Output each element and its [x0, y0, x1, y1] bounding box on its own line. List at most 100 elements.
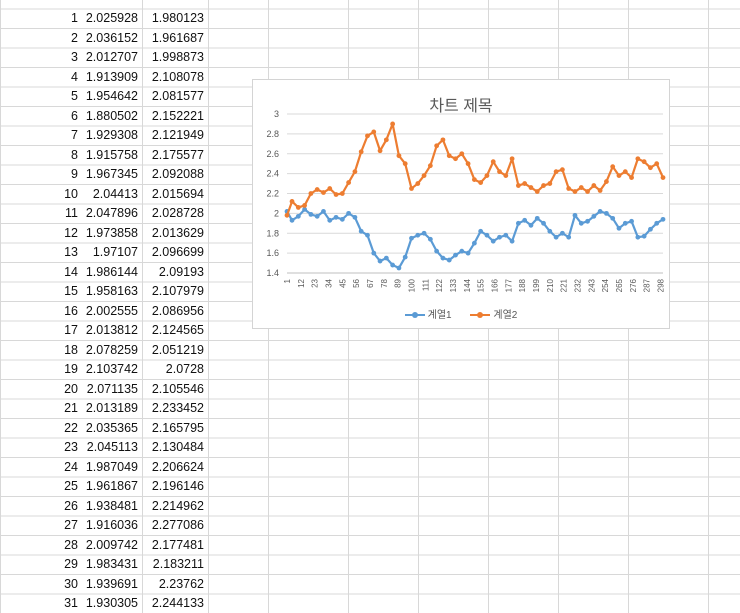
cell-index[interactable]: 11: [65, 206, 78, 220]
cell-index[interactable]: 24: [64, 459, 78, 474]
cell-series2[interactable]: 2.015694: [151, 186, 204, 201]
cell-series2[interactable]: 1.998873: [151, 50, 204, 64]
cell-series2[interactable]: 2.130484: [151, 440, 204, 454]
cell-series1[interactable]: 1.938481: [85, 498, 138, 513]
cell-index[interactable]: 18: [64, 342, 78, 357]
cell-series1[interactable]: 2.013189: [85, 401, 138, 415]
cell-series2[interactable]: 2.183211: [152, 557, 204, 571]
x-tick-label: 56: [352, 278, 361, 287]
cell-series1[interactable]: 1.973858: [85, 225, 138, 240]
cell-series1[interactable]: 1.97107: [92, 245, 138, 259]
cell-series2[interactable]: 2.177481: [151, 537, 204, 552]
cell-index[interactable]: 31: [64, 596, 78, 610]
cell-index[interactable]: 21: [64, 401, 78, 415]
cell-series1[interactable]: 1.987049: [85, 459, 138, 474]
cell-index[interactable]: 16: [64, 303, 78, 318]
cell-series1[interactable]: 1.986144: [85, 264, 138, 279]
line-chart[interactable]: 차트 제목 1.4 1.6 1.8 2 2.2 2.4 2.6 2.8 3 1 12 23 34 45 56…: [252, 79, 670, 329]
cell-index[interactable]: 10: [64, 186, 78, 201]
cell-index[interactable]: 7: [71, 128, 78, 142]
cell-series2[interactable]: 2.277086: [151, 518, 204, 532]
cell-series2[interactable]: 2.108078: [151, 69, 204, 84]
cell-series2[interactable]: 2.086956: [151, 303, 204, 318]
cell-series2[interactable]: 2.096699: [151, 245, 204, 259]
series-point-1: [547, 228, 553, 234]
cell-series1[interactable]: 1.930305: [85, 596, 138, 610]
cell-series2[interactable]: 2.175577: [151, 147, 204, 162]
cell-index[interactable]: 14: [64, 264, 78, 279]
cell-index[interactable]: 15: [64, 284, 78, 298]
cell-series1[interactable]: 2.036152: [85, 30, 138, 45]
cell-series1[interactable]: 2.047896: [85, 206, 138, 220]
cell-series1[interactable]: 1.967345: [85, 167, 138, 181]
cell-series2[interactable]: 2.214962: [151, 498, 204, 513]
cell-index[interactable]: 19: [64, 362, 78, 376]
cell-index[interactable]: 12: [64, 225, 78, 240]
cell-index[interactable]: 28: [64, 537, 78, 552]
cell-index[interactable]: 22: [64, 420, 78, 435]
cell-series1[interactable]: 1.983431: [85, 557, 138, 571]
cell-index[interactable]: 1: [71, 11, 78, 25]
cell-index[interactable]: 2: [71, 30, 78, 45]
cell-series1[interactable]: 2.012707: [85, 50, 138, 64]
cell-series2[interactable]: 2.206624: [151, 459, 204, 474]
cell-series2[interactable]: 2.107979: [151, 284, 204, 298]
cell-index[interactable]: 23: [64, 440, 78, 454]
cell-series2[interactable]: 2.081577: [151, 89, 204, 103]
cell-series2[interactable]: 2.244133: [151, 596, 204, 610]
cell-series2[interactable]: 2.165795: [151, 420, 204, 435]
cell-index[interactable]: 8: [71, 147, 78, 162]
cell-index[interactable]: 30: [64, 576, 78, 591]
cell-index[interactable]: 13: [64, 245, 78, 259]
cell-index[interactable]: 3: [71, 50, 78, 64]
cell-index[interactable]: 20: [64, 381, 78, 396]
cell-series1[interactable]: 2.045113: [86, 440, 138, 454]
cell-index[interactable]: 5: [71, 89, 78, 103]
cell-series1[interactable]: 1.916036: [85, 518, 138, 532]
cell-series2[interactable]: 2.092088: [151, 167, 204, 181]
cell-index[interactable]: 6: [71, 108, 78, 123]
cell-index[interactable]: 17: [64, 323, 78, 337]
cell-series2[interactable]: 1.980123: [151, 11, 204, 25]
cell-series1[interactable]: 2.035365: [85, 420, 138, 435]
cell-series1[interactable]: 1.954642: [85, 89, 138, 103]
cell-series1[interactable]: 1.880502: [85, 108, 138, 123]
legend-item-series1[interactable]: 계열1: [404, 306, 452, 321]
cell-index[interactable]: 4: [71, 69, 78, 84]
chart-legend[interactable]: 계열1 계열2: [253, 306, 669, 321]
cell-series2[interactable]: 2.233452: [151, 401, 204, 415]
cell-index[interactable]: 26: [64, 498, 78, 513]
cell-series2[interactable]: 2.124565: [151, 323, 204, 337]
cell-series1[interactable]: 1.913909: [85, 69, 138, 84]
cell-index[interactable]: 25: [64, 479, 78, 493]
cell-series1[interactable]: 2.071135: [86, 381, 138, 396]
cell-series2[interactable]: 2.196146: [151, 479, 204, 493]
cell-series1[interactable]: 2.025928: [85, 11, 138, 25]
cell-series2[interactable]: 2.09193: [158, 264, 204, 279]
legend-item-series2[interactable]: 계열2: [470, 306, 517, 321]
cell-series2[interactable]: 1.961687: [151, 30, 204, 45]
cell-series1[interactable]: 1.961867: [85, 479, 138, 493]
cell-series2[interactable]: 2.121949: [151, 128, 204, 142]
cell-series2[interactable]: 2.051219: [151, 342, 204, 357]
cell-series2[interactable]: 2.013629: [151, 225, 204, 240]
cell-series1[interactable]: 2.009742: [85, 537, 138, 552]
cell-series1[interactable]: 2.013812: [85, 323, 138, 337]
cell-series2[interactable]: 2.0728: [165, 362, 204, 376]
cell-series1[interactable]: 1.939691: [85, 576, 138, 591]
cell-series1[interactable]: 2.078259: [85, 342, 138, 357]
cell-index[interactable]: 29: [64, 557, 78, 571]
cell-series2[interactable]: 2.105546: [151, 381, 204, 396]
cell-series1[interactable]: 2.04413: [92, 186, 138, 201]
cell-series1[interactable]: 1.958163: [85, 284, 138, 298]
cell-series1[interactable]: 2.103742: [85, 362, 138, 376]
cell-series1[interactable]: 1.929308: [85, 128, 138, 142]
cell-series2[interactable]: 2.23762: [158, 576, 204, 591]
chart-title[interactable]: 차트 제목: [429, 98, 493, 115]
cell-series2[interactable]: 2.028728: [151, 206, 204, 220]
cell-index[interactable]: 27: [64, 518, 78, 532]
cell-series1[interactable]: 1.915758: [85, 147, 138, 162]
cell-index[interactable]: 9: [71, 167, 78, 181]
cell-series1[interactable]: 2.002555: [85, 303, 138, 318]
cell-series2[interactable]: 2.152221: [151, 108, 204, 123]
